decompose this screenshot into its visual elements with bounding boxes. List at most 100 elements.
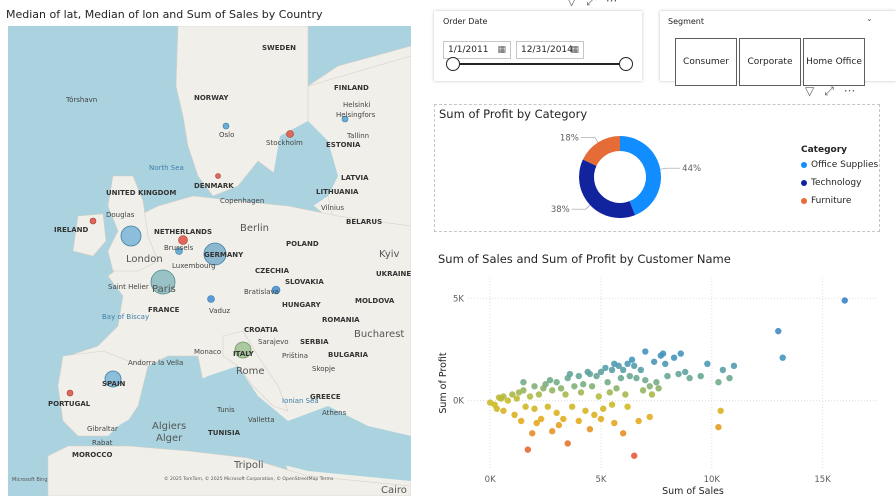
scatter-point[interactable]: [628, 356, 636, 363]
scatter-point[interactable]: [608, 401, 616, 408]
scatter-point[interactable]: [515, 389, 523, 396]
scatter-point[interactable]: [520, 378, 527, 386]
legend-item-furniture[interactable]: Furniture: [801, 196, 851, 206]
scatter-point[interactable]: [584, 368, 591, 376]
scatter-point[interactable]: [544, 403, 551, 410]
scatter-point[interactable]: [537, 415, 545, 423]
date-range-start-handle[interactable]: [446, 57, 460, 71]
scatter-point[interactable]: [624, 403, 631, 410]
scatter-point[interactable]: [553, 409, 560, 417]
scatter-point[interactable]: [642, 376, 649, 384]
scatter-point[interactable]: [719, 366, 727, 374]
date-range-end-handle[interactable]: [619, 57, 633, 71]
chevron-down-icon[interactable]: ⌄: [866, 14, 873, 23]
scatter-point[interactable]: [524, 446, 532, 453]
scatter-point[interactable]: [639, 387, 647, 394]
map-canvas[interactable]: [8, 26, 411, 496]
scatter-point[interactable]: [531, 405, 538, 412]
scatter-point[interactable]: [540, 385, 547, 392]
scatter-point[interactable]: [555, 421, 563, 429]
scatter-point[interactable]: [631, 362, 638, 370]
scatter-chart[interactable]: 0K 5K 0K 5K 10K 15K Sum of Sales Sum of Profit: [434, 250, 890, 495]
scatter-point[interactable]: [631, 452, 638, 459]
scatter-point[interactable]: [599, 405, 607, 412]
scatter-point[interactable]: [562, 391, 569, 398]
scatter-point[interactable]: [560, 415, 567, 423]
scatter-point[interactable]: [597, 368, 605, 376]
scatter-point[interactable]: [646, 383, 653, 390]
segment-option-consumer[interactable]: Consumer: [675, 38, 737, 86]
scatter-point[interactable]: [586, 425, 594, 433]
calendar-icon[interactable]: ▦: [497, 45, 506, 55]
scatter-point[interactable]: [564, 440, 571, 447]
scatter-point[interactable]: [626, 372, 633, 380]
scatter-point[interactable]: [597, 415, 605, 423]
scatter-point[interactable]: [715, 378, 722, 386]
scatter-point[interactable]: [486, 399, 494, 406]
scatter-point[interactable]: [681, 368, 689, 376]
map-visual[interactable]: Median of lat, Median of lon and Sum of …: [4, 8, 411, 496]
scatter-point[interactable]: [577, 389, 585, 396]
order-date-slicer[interactable]: Order Date 1/1/2011 ▦ 12/31/2014 ▦: [434, 11, 642, 81]
donut-slice-office-supplies[interactable]: [620, 136, 661, 216]
scatter-point[interactable]: [633, 374, 640, 382]
scatter-point[interactable]: [529, 430, 536, 437]
scatter-point[interactable]: [650, 358, 658, 365]
sales-profit-scatter-visual[interactable]: Sum of Sales and Sum of Profit by Custom…: [434, 250, 890, 495]
scatter-point[interactable]: [549, 387, 556, 394]
scatter-point[interactable]: [619, 366, 627, 374]
scatter-point[interactable]: [517, 417, 525, 425]
legend-item-office-supplies[interactable]: Office Supplies: [801, 160, 878, 170]
calendar-icon[interactable]: ▦: [570, 45, 579, 55]
scatter-point[interactable]: [495, 394, 503, 401]
scatter-point[interactable]: [571, 383, 578, 390]
scatter-point[interactable]: [522, 403, 529, 410]
scatter-point[interactable]: [595, 393, 602, 400]
scatter-point[interactable]: [619, 430, 627, 437]
scatter-point[interactable]: [715, 423, 722, 431]
scatter-point[interactable]: [593, 372, 600, 380]
scatter-point[interactable]: [546, 376, 554, 384]
scatter-point[interactable]: [580, 381, 587, 388]
scatter-point[interactable]: [841, 297, 848, 304]
scatter-point[interactable]: [613, 385, 620, 392]
start-date-input[interactable]: 1/1/2011 ▦: [443, 41, 511, 59]
profit-by-category-visual[interactable]: Sum of Profit by Category 44% 38% 18% Cate…: [434, 104, 880, 232]
scatter-point[interactable]: [648, 391, 656, 398]
scatter-point[interactable]: [575, 372, 583, 380]
scatter-point[interactable]: [553, 378, 560, 386]
scatter-point[interactable]: [513, 395, 520, 402]
scatter-point[interactable]: [611, 419, 618, 427]
scatter-point[interactable]: [604, 378, 611, 386]
scatter-point[interactable]: [670, 354, 678, 361]
scatter-point[interactable]: [662, 360, 669, 368]
scatter-point[interactable]: [704, 360, 711, 368]
more-options-icon[interactable]: ···: [605, 0, 618, 8]
scatter-point[interactable]: [509, 391, 516, 398]
scatter-point[interactable]: [675, 370, 682, 378]
segment-option-corporate[interactable]: Corporate: [739, 38, 801, 86]
scatter-point[interactable]: [557, 385, 565, 392]
scatter-point[interactable]: [726, 374, 733, 382]
scatter-point[interactable]: [637, 366, 645, 374]
scatter-point[interactable]: [659, 350, 667, 357]
scatter-point[interactable]: [697, 372, 704, 380]
scatter-point[interactable]: [531, 383, 538, 390]
date-range-track[interactable]: [454, 63, 626, 65]
donut-slice-technology[interactable]: [579, 159, 636, 218]
scatter-point[interactable]: [611, 360, 618, 368]
segment-option-home-office[interactable]: Home Office: [803, 38, 865, 86]
scatter-point[interactable]: [500, 407, 507, 414]
scatter-point[interactable]: [511, 411, 518, 419]
scatter-point[interactable]: [608, 366, 616, 374]
scatter-point[interactable]: [588, 383, 596, 390]
scatter-point[interactable]: [606, 389, 614, 396]
focus-mode-icon[interactable]: ⤢: [824, 84, 834, 98]
scatter-point[interactable]: [602, 364, 609, 372]
map-attribution[interactable]: © 2025 TomTom, © 2025 Microsoft Corporat…: [164, 477, 334, 482]
scatter-point[interactable]: [642, 348, 649, 355]
donut-slice-furniture[interactable]: [582, 136, 620, 166]
scatter-point[interactable]: [775, 327, 782, 335]
scatter-point[interactable]: [504, 397, 512, 404]
legend-item-technology[interactable]: Technology: [801, 178, 861, 188]
